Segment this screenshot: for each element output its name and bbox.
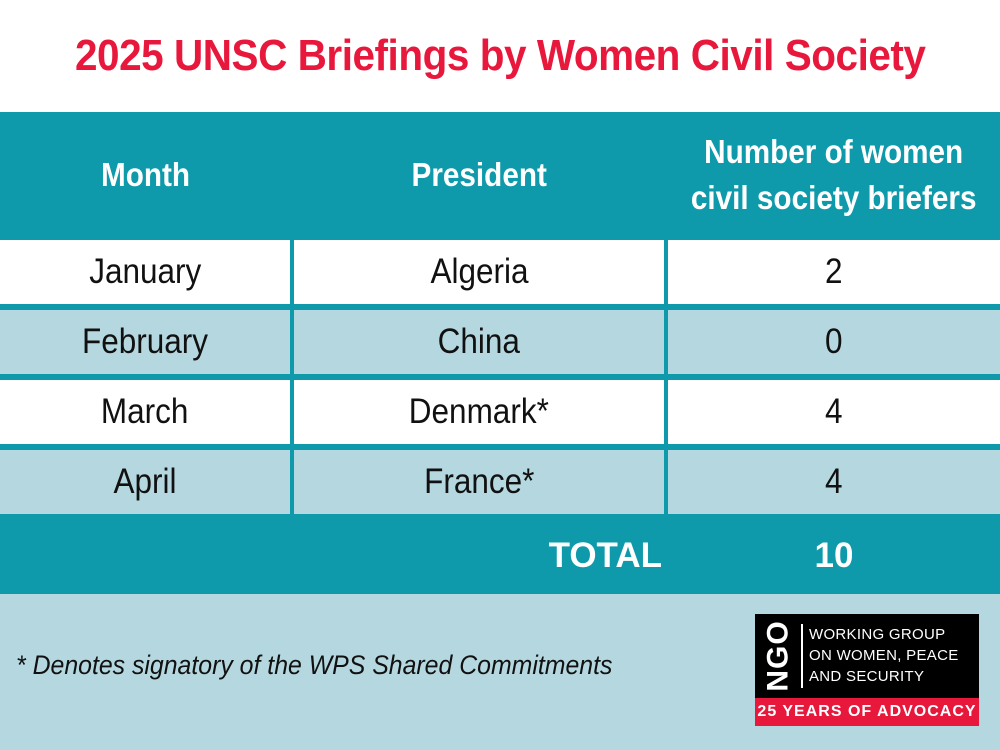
cell-count: 4 <box>825 462 843 501</box>
table-row-1-month: January <box>0 240 290 304</box>
page-title: 2025 UNSC Briefings by Women Civil Socie… <box>74 31 926 80</box>
cell-president: Algeria <box>429 252 529 291</box>
header-briefers: Number of women civil society briefers <box>668 112 1000 238</box>
title-bar: 2025 UNSC Briefings by Women Civil Socie… <box>0 0 1000 112</box>
cell-month: February <box>81 322 209 361</box>
logo-divider <box>801 624 803 688</box>
total-label: TOTAL <box>548 536 662 575</box>
table-row-4-month: April <box>0 450 290 514</box>
cell-count: 4 <box>825 392 843 431</box>
table-row-2-count: 0 <box>668 310 1000 374</box>
logo-tagline: 25 YEARS OF ADVOCACY <box>755 698 979 726</box>
logo-top-panel: NGO WORKING GROUP ON WOMEN, PEACE AND SE… <box>755 614 979 698</box>
cell-president: China <box>437 322 521 361</box>
cell-month: April <box>113 462 177 501</box>
table-row-3-count: 4 <box>668 380 1000 444</box>
table-row-4-president: France* <box>294 450 664 514</box>
table-row-1-president: Algeria <box>294 240 664 304</box>
cell-president: Denmark* <box>408 392 550 431</box>
ngo-wg-wps-logo: NGO WORKING GROUP ON WOMEN, PEACE AND SE… <box>755 614 979 726</box>
cell-month: March <box>101 392 189 431</box>
table-row-1-count: 2 <box>668 240 1000 304</box>
footer: * Denotes signatory of the WPS Shared Co… <box>0 594 1000 750</box>
cell-president: France* <box>423 462 535 501</box>
header-president-label: President <box>411 155 547 193</box>
footnote: * Denotes signatory of the WPS Shared Co… <box>16 650 613 680</box>
cell-month: January <box>88 252 202 291</box>
cell-count: 0 <box>825 322 843 361</box>
cell-count: 2 <box>825 252 843 291</box>
logo-line-2: ON WOMEN, PEACE <box>809 647 959 664</box>
header-president: President <box>294 112 664 238</box>
table-row-2-president: China <box>294 310 664 374</box>
total-value: 10 <box>814 536 854 575</box>
logo-line-3: AND SECURITY <box>809 668 925 685</box>
table-row-3-president: Denmark* <box>294 380 664 444</box>
logo-org-name: WORKING GROUP ON WOMEN, PEACE AND SECURI… <box>809 624 979 687</box>
table-row-4-count: 4 <box>668 450 1000 514</box>
header-month: Month <box>0 112 290 238</box>
table-row-3-month: March <box>0 380 290 444</box>
logo-line-1: WORKING GROUP <box>809 626 946 643</box>
briefings-table: Month President Number of women civil so… <box>0 112 1000 594</box>
table-row-2-month: February <box>0 310 290 374</box>
logo-ngo-mark: NGO <box>759 620 799 692</box>
header-month-label: Month <box>100 155 190 193</box>
header-briefers-label: Number of women civil society briefers <box>691 132 977 216</box>
logo-ngo-text: NGO <box>762 620 795 692</box>
